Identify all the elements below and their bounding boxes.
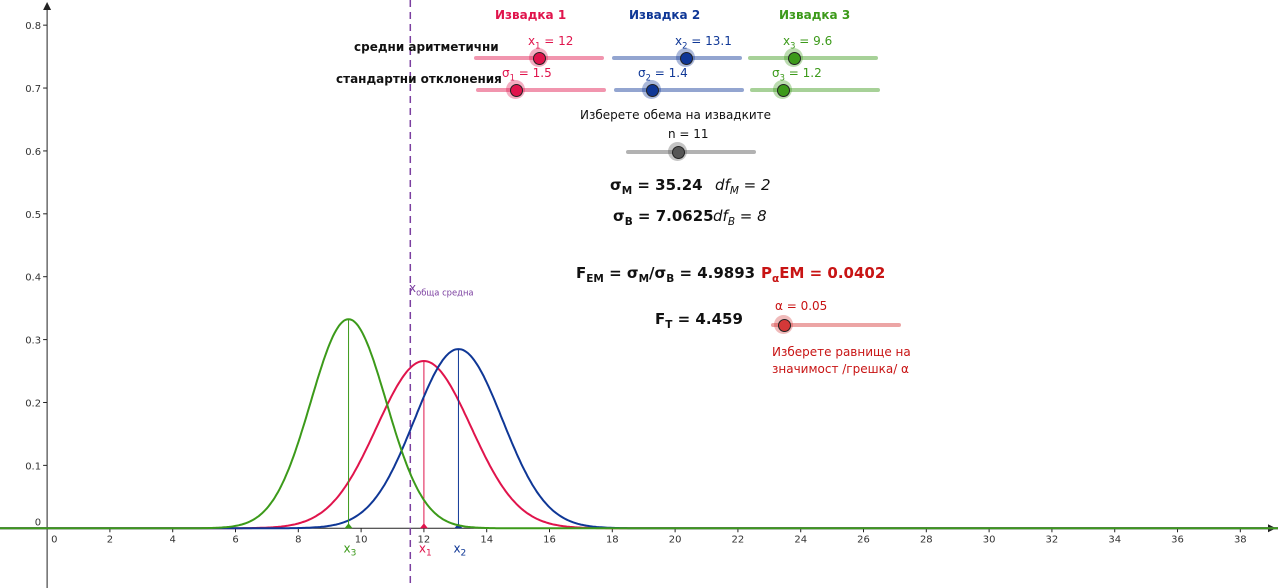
sigma-b-stat: σB = 7.0625: [613, 207, 714, 228]
df-m-stat: dfM = 2: [715, 176, 771, 197]
sample2-mean-label: x2: [453, 541, 466, 558]
x-tick-label: 26: [857, 534, 870, 545]
x1-slider-label: x1 = 12: [528, 34, 574, 51]
alpha-slider-label: α = 0.05: [775, 299, 828, 313]
x-tick-label: 20: [669, 534, 682, 545]
s3-slider-track[interactable]: [750, 88, 880, 92]
x-tick-label: 16: [543, 534, 556, 545]
x-tick-label: 38: [1234, 534, 1247, 545]
s3-slider-label: σ3 = 1.2: [772, 66, 822, 83]
sample3-header: Извадка 3: [779, 8, 851, 22]
y-tick-label: 0.7: [25, 84, 41, 95]
n-slider-track[interactable]: [626, 150, 756, 154]
sample3-density-curve: [0, 318, 1278, 530]
alpha-slider-track[interactable]: [771, 323, 901, 327]
x2-slider-label: x2 = 13.1: [675, 34, 732, 51]
y-tick-label: 0.2: [25, 398, 41, 409]
s3-slider-knob[interactable]: [776, 84, 790, 97]
s2-slider-label: σ2 = 1.4: [638, 66, 688, 83]
n-slider-label: n = 11: [668, 127, 709, 141]
y-axis-arrow: [43, 2, 52, 10]
s1-slider-track[interactable]: [476, 88, 606, 92]
alpha-slider-knob[interactable]: [778, 319, 791, 332]
choose-n-label: Изберете обема на извадките: [580, 108, 772, 122]
x-tick-label: 32: [1046, 534, 1059, 545]
y-tick-label: 0.4: [25, 273, 41, 284]
y-tick-label: 0: [35, 517, 41, 528]
x2-slider-knob[interactable]: [680, 52, 694, 65]
f-em-stat: FEM = σM/σB = 4.9893: [576, 264, 756, 285]
x-tick-label: 30: [983, 534, 996, 545]
x-tick-label: 12: [418, 534, 431, 545]
x-tick-label: 10: [355, 534, 368, 545]
x-tick-label: 0: [51, 534, 57, 545]
p-alpha-stat: PαEM = 0.0402: [761, 264, 886, 285]
alpha-hint-line1: Изберете равнище на: [772, 345, 911, 359]
sd-row-label: стандартни отклонения: [336, 72, 502, 86]
f-t-stat: FT = 4.459: [655, 310, 743, 331]
x3-slider-label: x3 = 9.6: [783, 34, 833, 51]
sample3-mean-marker: [344, 523, 353, 529]
x3-slider-track[interactable]: [748, 56, 878, 60]
x-tick-label: 24: [794, 534, 807, 545]
df-b-stat: dfB = 8: [713, 207, 767, 228]
sample2-density-curve: [0, 348, 1278, 530]
x-tick-label: 36: [1171, 534, 1184, 545]
sample3-mean-label: x3: [344, 541, 357, 558]
y-tick-label: 0.6: [25, 147, 41, 158]
sample2-header: Извадка 2: [629, 8, 701, 22]
y-tick-label: 0.8: [25, 21, 41, 32]
x2-slider-track[interactable]: [612, 56, 742, 60]
sigma-m-stat: σM = 35.24: [610, 176, 703, 197]
sample1-header: Извадка 1: [495, 8, 567, 22]
sample1-density-curve: [0, 359, 1278, 530]
s1-slider-knob[interactable]: [510, 84, 524, 97]
x-tick-label: 4: [170, 534, 176, 545]
x-tick-label: 2: [107, 534, 113, 545]
x-tick-label: 18: [606, 534, 619, 545]
y-tick-label: 0.5: [25, 210, 41, 221]
x-tick-label: 34: [1108, 534, 1121, 545]
y-tick-label: 0.3: [25, 336, 41, 347]
sample1-mean-marker: [419, 523, 428, 529]
s2-slider-track[interactable]: [614, 88, 744, 92]
grand-mean-label: хобща средна: [409, 281, 474, 298]
x-tick-label: 8: [295, 534, 301, 545]
x-tick-label: 14: [480, 534, 493, 545]
x-tick-label: 28: [920, 534, 933, 545]
alpha-hint-line2: значимост /грешка/ α: [772, 362, 909, 376]
means-row-label: средни аритметични: [354, 40, 499, 54]
x1-slider-knob[interactable]: [533, 52, 546, 65]
x3-slider-knob[interactable]: [787, 52, 801, 65]
n-slider-knob[interactable]: [672, 146, 685, 159]
s1-slider-label: σ1 = 1.5: [502, 66, 552, 83]
sample1-mean-label: x1: [419, 541, 432, 558]
x-tick-label: 22: [732, 534, 745, 545]
s2-slider-knob[interactable]: [645, 84, 659, 97]
x-tick-label: 6: [232, 534, 238, 545]
y-tick-label: 0.1: [25, 461, 41, 472]
